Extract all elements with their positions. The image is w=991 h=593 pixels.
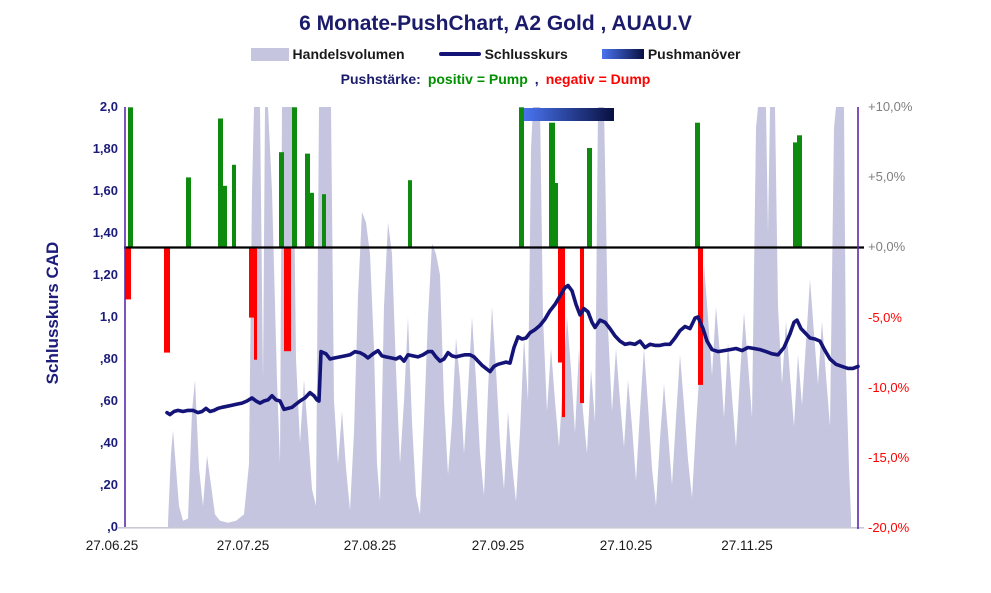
left-axis-title: Schlusskurs CAD [43, 241, 62, 385]
subtitle-pump: positiv = Pump [427, 71, 528, 87]
left-axis-tick: ,0 [107, 519, 118, 534]
pump-bar [322, 194, 326, 248]
right-axis-tick: -20,0% [868, 520, 910, 536]
pump-bar [519, 107, 524, 248]
right-axis-tick: +10,0% [868, 99, 913, 114]
pump-bar [695, 122, 700, 248]
subtitle-dump: negativ = Dump [545, 71, 651, 87]
pump-bar [797, 135, 802, 248]
chart-legend: Handelsvolumen Schlusskurs Pushmanöver [0, 46, 991, 62]
volume-swatch-icon [250, 47, 289, 61]
dump-bar [125, 247, 131, 300]
left-axis-tick: 1,40 [92, 225, 118, 240]
legend-label-volume: Handelsvolumen [292, 46, 405, 62]
dump-bar [580, 247, 584, 404]
pump-bar [223, 185, 227, 248]
push-strength-subtitle: Pushstärke: positiv = Pump , negativ = D… [0, 71, 991, 87]
left-axis-tick: ,80 [99, 351, 118, 366]
pump-bar [305, 153, 310, 248]
left-axis-tick: 1,20 [92, 267, 118, 282]
dump-bar [254, 247, 257, 360]
x-axis-tick: 27.11.25 [721, 538, 773, 553]
left-axis-tick: 1,60 [92, 183, 118, 198]
pump-bar [555, 183, 558, 248]
dump-bar [558, 247, 565, 363]
pump-bar [186, 177, 191, 248]
subtitle-prefix: Pushstärke: [340, 71, 421, 87]
close-line-swatch-icon [438, 52, 481, 56]
left-axis-tick: ,20 [99, 477, 118, 492]
right-axis-tick: +0,0% [868, 239, 906, 255]
left-axis-tick: 1,80 [92, 141, 118, 156]
pump-bar [793, 142, 797, 248]
dump-bar [164, 247, 170, 353]
right-axis-tick: -10,0% [868, 379, 910, 395]
legend-label-close: Schlusskurs [484, 46, 568, 62]
close-price-line [165, 283, 860, 417]
push-gradient-swatch-icon [601, 49, 644, 59]
x-axis-tick: 27.09.25 [471, 538, 525, 553]
volume-area [168, 107, 851, 527]
pump-bar [232, 164, 236, 248]
pump-bar [587, 148, 592, 248]
x-axis-tick: 27.06.25 [85, 538, 139, 553]
legend-item-push: Pushmanöver [601, 46, 741, 62]
left-axis-tick: 1,0 [99, 309, 118, 324]
pump-bar [292, 107, 297, 248]
pump-bar [549, 122, 555, 248]
pump-bar [310, 192, 314, 248]
x-axis-tick: 27.08.25 [343, 538, 397, 553]
pump-bar [218, 118, 223, 248]
chart-title: 6 Monate-PushChart, A2 Gold , AUAU.V [299, 12, 692, 35]
right-axis-tick: -15,0% [868, 449, 910, 465]
pump-bar [128, 107, 133, 248]
dump-bar [698, 247, 703, 385]
right-axis-tick: +5,0% [868, 169, 906, 185]
legend-label-push: Pushmanöver [647, 46, 741, 62]
legend-item-close: Schlusskurs [438, 46, 568, 62]
right-axis-tick: -5,0% [868, 309, 902, 325]
pump-bar [279, 152, 284, 248]
legend-item-volume: Handelsvolumen [250, 46, 405, 62]
pump-bar [408, 180, 412, 248]
left-axis-tick: ,60 [99, 393, 118, 408]
push-maneuver-bar [524, 108, 614, 121]
x-axis-tick: 27.07.25 [216, 538, 270, 553]
x-axis-tick: 27.10.25 [599, 538, 653, 553]
dump-bar [284, 247, 291, 352]
subtitle-comma: , [534, 71, 539, 87]
left-axis-tick: 2,0 [99, 99, 118, 114]
left-axis-tick: ,40 [99, 435, 118, 450]
dump-bar [249, 247, 256, 318]
dump-bar [562, 247, 565, 418]
